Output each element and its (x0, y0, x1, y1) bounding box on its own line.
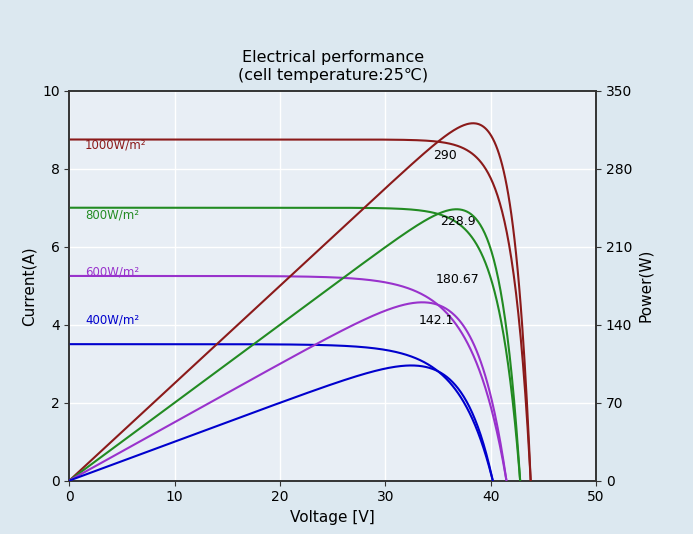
Text: 180.67: 180.67 (436, 273, 480, 286)
Text: 800W/m²: 800W/m² (85, 208, 139, 221)
Text: 1000W/m²: 1000W/m² (85, 138, 147, 151)
Text: 290: 290 (432, 148, 457, 162)
Y-axis label: Power(W): Power(W) (638, 249, 653, 323)
Text: 400W/m²: 400W/m² (85, 313, 139, 326)
Text: 142.1: 142.1 (419, 315, 455, 327)
Text: 600W/m²: 600W/m² (85, 265, 139, 279)
Y-axis label: Current(A): Current(A) (21, 246, 37, 326)
Title: Electrical performance
(cell temperature:25℃): Electrical performance (cell temperature… (238, 50, 428, 83)
Text: 228.9: 228.9 (440, 215, 475, 228)
X-axis label: Voltage [V]: Voltage [V] (290, 510, 375, 525)
